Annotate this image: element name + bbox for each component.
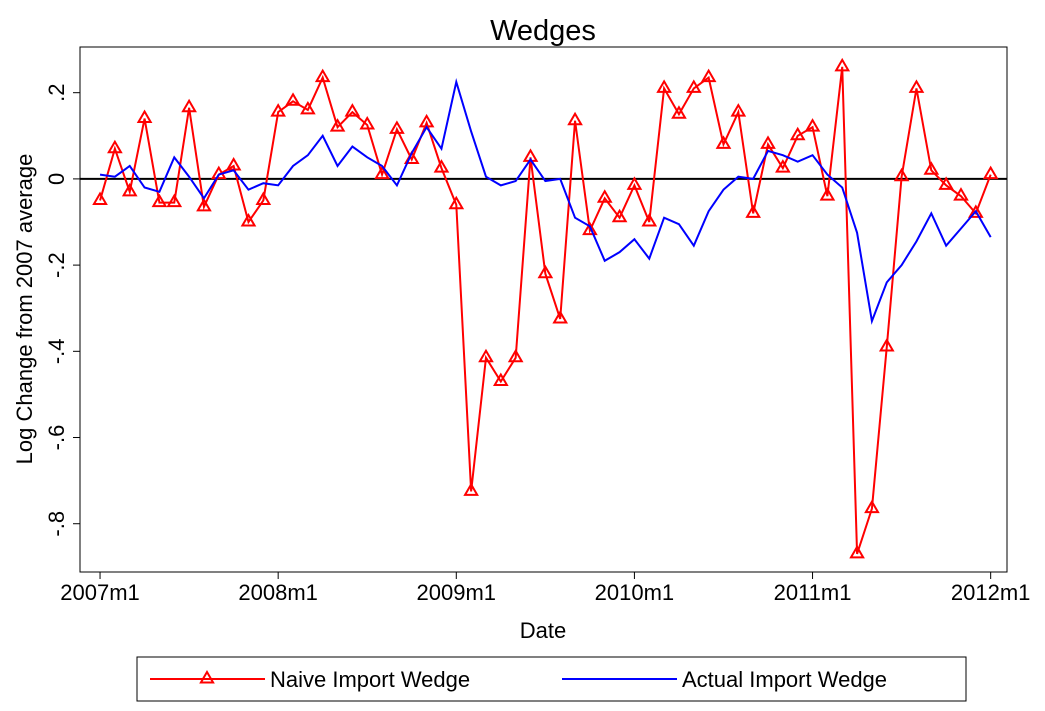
series-marker bbox=[626, 176, 643, 190]
x-tick-label: 2008m1 bbox=[238, 580, 318, 605]
series-marker bbox=[700, 68, 717, 83]
x-tick-label: 2011m1 bbox=[774, 580, 852, 605]
series-marker bbox=[760, 135, 776, 149]
series-marker bbox=[775, 159, 791, 173]
series-marker bbox=[463, 482, 479, 496]
series-marker bbox=[864, 499, 880, 514]
series-marker bbox=[641, 213, 658, 227]
series-marker bbox=[136, 109, 153, 124]
series-marker bbox=[285, 92, 301, 106]
series-marker bbox=[478, 348, 494, 363]
x-tick-label: 2010m1 bbox=[595, 580, 675, 605]
x-tick-label: 2012m1 bbox=[951, 580, 1031, 605]
series-marker bbox=[166, 193, 183, 208]
series-marker bbox=[255, 191, 272, 205]
y-tick-label: 0 bbox=[44, 173, 69, 185]
series-marker bbox=[552, 309, 569, 324]
series-marker bbox=[433, 159, 450, 173]
series-marker bbox=[314, 68, 331, 83]
y-axis-label: Log Change from 2007 average bbox=[12, 154, 37, 465]
series-marker bbox=[968, 204, 984, 218]
series-marker bbox=[982, 165, 999, 180]
legend-label: Actual Import Wedge bbox=[682, 667, 887, 692]
series-marker bbox=[671, 105, 687, 119]
series-marker bbox=[730, 103, 747, 117]
series-marker bbox=[389, 120, 405, 134]
series-marker bbox=[819, 187, 836, 201]
plot-frame bbox=[79, 46, 1008, 573]
series-marker bbox=[121, 182, 138, 197]
y-tick-label: -.4 bbox=[44, 338, 69, 364]
series-marker bbox=[196, 197, 212, 212]
series-marker bbox=[893, 167, 910, 182]
x-tick-label: 2009m1 bbox=[417, 580, 497, 605]
y-tick-label: -.2 bbox=[44, 252, 69, 278]
series-marker bbox=[537, 264, 554, 279]
series-marker bbox=[567, 111, 583, 126]
series-marker bbox=[715, 135, 732, 149]
series-marker bbox=[611, 208, 628, 223]
series-marker bbox=[938, 176, 954, 190]
legend-box bbox=[136, 656, 967, 702]
legend-marker bbox=[199, 670, 215, 684]
series-marker bbox=[953, 187, 969, 201]
series-marker bbox=[329, 118, 346, 132]
series-marker bbox=[908, 79, 925, 93]
y-tick-label: .2 bbox=[44, 84, 69, 102]
series-marker bbox=[240, 213, 257, 227]
series-line bbox=[99, 77, 992, 325]
series-marker bbox=[359, 116, 376, 130]
series-marker bbox=[374, 165, 390, 180]
series-marker bbox=[492, 372, 509, 386]
series-marker bbox=[448, 195, 465, 210]
series-marker bbox=[151, 193, 168, 208]
series-marker bbox=[270, 103, 286, 117]
series-marker bbox=[923, 161, 940, 175]
series-marker bbox=[344, 103, 361, 117]
series-marker bbox=[834, 57, 851, 72]
x-tick-label: 2007m1 bbox=[60, 580, 140, 605]
series-marker bbox=[507, 348, 524, 363]
series-marker bbox=[181, 98, 197, 113]
series-line bbox=[99, 66, 992, 555]
legend-label: Naive Import Wedge bbox=[270, 667, 470, 692]
x-axis-label: Date bbox=[520, 618, 566, 643]
series-marker bbox=[878, 338, 895, 352]
chart-title: Wedges bbox=[490, 15, 596, 47]
series-marker bbox=[685, 79, 702, 93]
series-marker bbox=[92, 191, 108, 205]
series-marker bbox=[300, 100, 316, 115]
series-marker bbox=[582, 221, 598, 236]
series-marker bbox=[107, 139, 123, 154]
series-marker bbox=[596, 189, 613, 203]
y-tick-label: -.8 bbox=[44, 511, 69, 537]
series-marker bbox=[656, 79, 672, 93]
series-marker bbox=[804, 118, 821, 132]
series-marker bbox=[849, 544, 865, 559]
series-marker bbox=[789, 126, 806, 141]
series-marker bbox=[745, 204, 761, 218]
y-tick-label: -.6 bbox=[44, 425, 69, 451]
